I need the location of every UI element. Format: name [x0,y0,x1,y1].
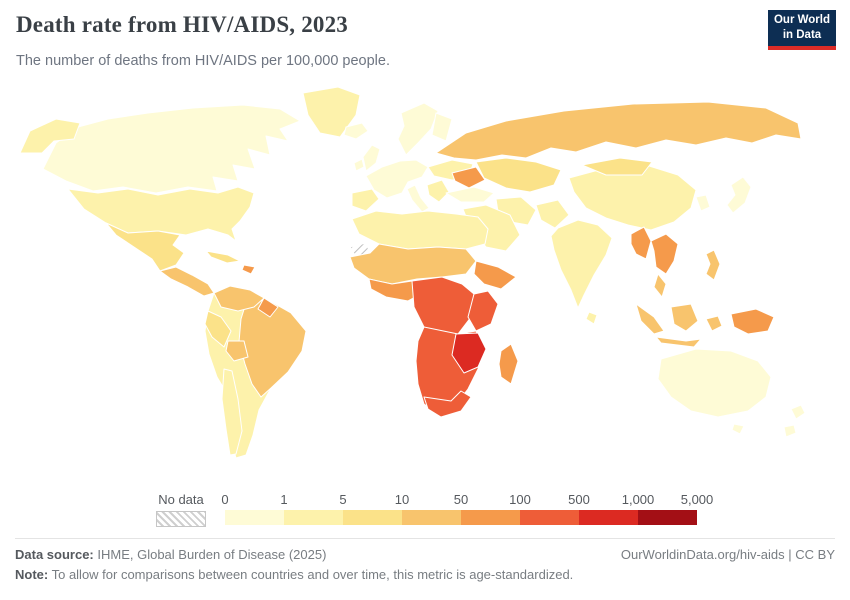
region-korea[interactable] [695,194,711,212]
region-russia[interactable] [435,101,802,161]
world-map-canvas [19,86,806,459]
note-label: Note: [15,567,49,582]
legend-bin-0-1[interactable] [225,510,284,525]
legend-tick: 500 [568,492,590,507]
legend-color-bar [225,510,697,525]
owid-link[interactable]: OurWorldinData.org/hiv-aids | CC BY [620,547,835,562]
region-iberia[interactable] [351,188,380,212]
region-madagascar[interactable] [498,343,519,385]
region-central-america[interactable] [159,266,215,297]
chart-subtitle: The number of deaths from HIV/AIDS per 1… [16,53,390,69]
region-malay-peninsula[interactable] [653,273,667,298]
chart-footer: Data source: IHME, Global Burden of Dise… [15,538,835,582]
data-source-line: Data source: IHME, Global Burden of Dise… [15,547,326,562]
region-central-africa[interactable] [411,276,475,338]
owid-logo-line1: Our World [773,14,830,27]
region-myanmar[interactable] [630,226,652,260]
region-western-europe[interactable] [365,159,429,199]
legend-no-data-label: No data [158,492,204,507]
legend-bin-50-100[interactable] [461,510,520,525]
note-text: To allow for comparisons between countri… [48,567,574,582]
legend-tick: 1,000 [621,492,655,507]
legend-tick: 1 [280,492,288,507]
region-guyanas[interactable] [257,297,279,318]
region-ukraine[interactable] [451,166,486,189]
region-sri-lanka[interactable] [585,311,598,325]
no-data-hatch-swatch[interactable] [156,511,206,527]
region-turkey[interactable] [445,186,495,203]
region-scandinavia[interactable] [397,102,439,156]
region-ireland[interactable] [353,158,365,172]
region-new-zealand[interactable] [783,404,806,438]
world-choropleth-map [8,78,842,480]
legend-tick: 5 [339,492,347,507]
legend-no-data[interactable]: No data [156,492,206,527]
region-horn-of-africa[interactable] [473,260,517,290]
region-north-africa[interactable] [351,210,489,250]
map-legend: No data 0 1 5 10 50 100 500 1,000 5,000 [0,492,850,534]
legend-tick: 5,000 [680,492,714,507]
legend-tick: 0 [221,492,229,507]
legend-color-scale: 0 1 5 10 50 100 500 1,000 5,000 [221,492,713,525]
region-italy[interactable] [406,184,430,213]
owid-logo-line2: in Data [782,29,822,41]
region-indonesia[interactable] [635,303,723,348]
region-new-guinea[interactable] [730,308,775,335]
region-australia[interactable] [657,348,772,435]
region-hispaniola[interactable] [241,264,256,275]
region-south-africa[interactable] [423,390,472,418]
legend-bin-1-5[interactable] [284,510,343,525]
region-indochina[interactable] [650,233,679,275]
owid-logo[interactable]: Our World in Data [768,10,836,50]
legend-bin-5-10[interactable] [343,510,402,525]
legend-tick: 100 [509,492,531,507]
data-source-text: IHME, Global Burden of Disease (2025) [93,547,327,562]
region-zambezi-belt[interactable] [451,332,487,374]
legend-bin-100-500[interactable] [520,510,579,525]
region-uk[interactable] [362,144,381,172]
region-afghanistan-pakistan[interactable] [535,199,570,229]
region-finland[interactable] [431,112,453,142]
region-mongolia[interactable] [581,157,653,176]
legend-bin-1000-5000[interactable] [638,510,697,525]
legend-tick: 10 [394,492,410,507]
region-cuba[interactable] [205,250,241,264]
region-east-africa[interactable] [467,290,499,332]
region-colombia-venezuela[interactable] [213,285,265,312]
region-iceland[interactable] [343,122,369,140]
legend-bin-500-1000[interactable] [579,510,638,525]
region-central-asia[interactable] [475,157,562,193]
region-philippines[interactable] [705,249,721,281]
region-alaska[interactable] [19,118,81,154]
region-chile[interactable] [221,368,243,456]
region-india[interactable] [550,219,613,309]
region-canada[interactable] [42,104,301,194]
region-balkans[interactable] [426,179,450,203]
page-title: Death rate from HIV/AIDS, 2023 [16,12,349,37]
legend-bin-10-50[interactable] [402,510,461,525]
region-japan[interactable] [726,176,752,214]
data-source-label: Data source: [15,547,94,562]
region-bolivia[interactable] [225,340,249,362]
legend-ticks: 0 1 5 10 50 100 500 1,000 5,000 [221,492,713,510]
region-peru[interactable] [204,310,232,348]
region-mexico[interactable] [105,222,185,272]
legend-tick: 50 [453,492,469,507]
